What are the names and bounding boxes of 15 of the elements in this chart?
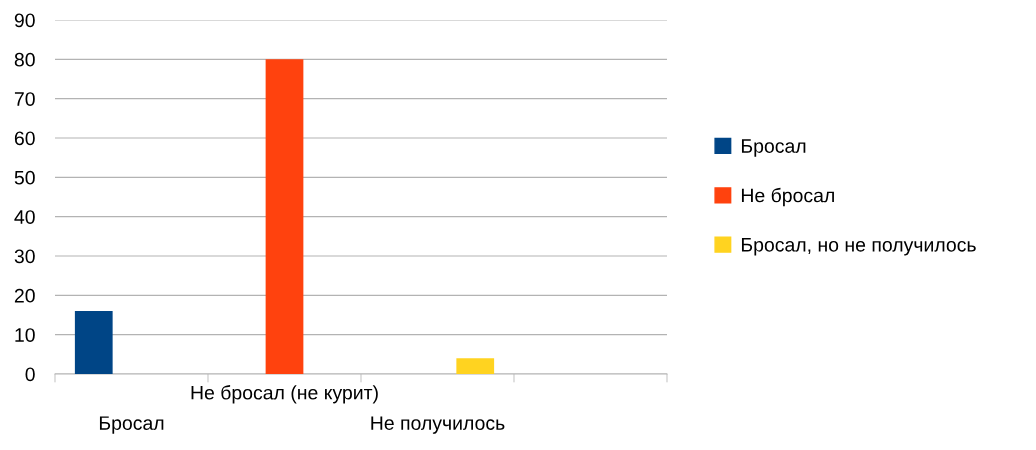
legend-label: Бросал: [741, 139, 806, 157]
y-tick-label: 30: [14, 249, 35, 264]
legend-label: Бросал, но не получилось: [741, 238, 976, 256]
y-tick-label: 80: [14, 52, 35, 67]
y-tick-label: 70: [14, 92, 35, 106]
y-tick-label: 10: [15, 328, 35, 342]
y-tick-label: 50: [14, 170, 35, 185]
y-tick-label: 60: [14, 131, 35, 146]
y-tick-label: 0: [25, 367, 35, 382]
y-tick-label: 40: [14, 210, 35, 224]
x-tick-label: Не получилось: [371, 416, 505, 434]
y-tick-label: 20: [14, 288, 35, 303]
legend-label: Не бросал: [741, 187, 834, 207]
x-tick-label: Не бросал (не курит): [191, 385, 378, 404]
y-tick-label: 90: [14, 13, 35, 28]
